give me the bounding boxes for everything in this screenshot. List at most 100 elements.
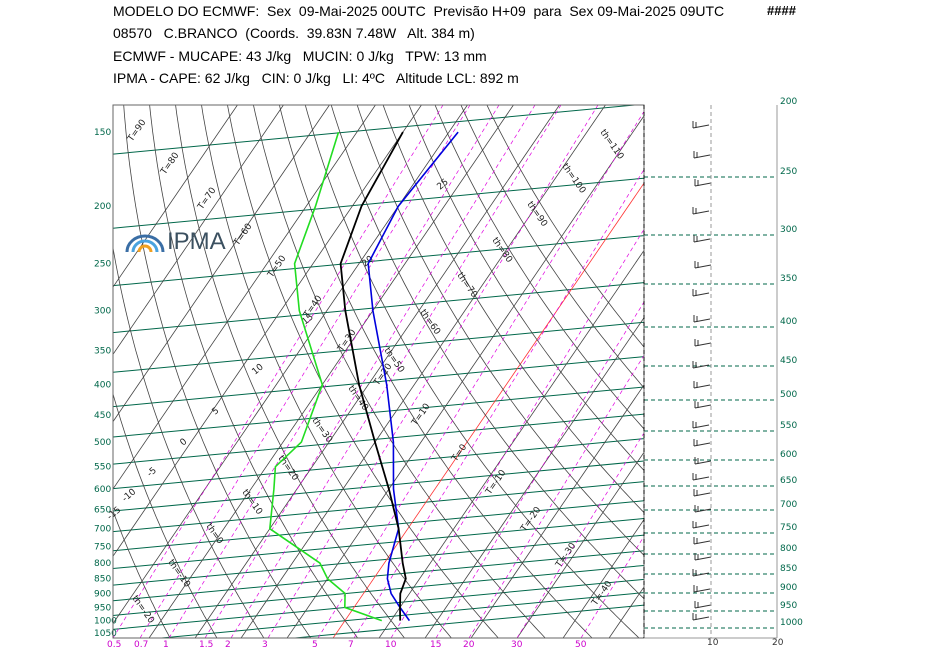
pressure-label-right: 450 — [780, 356, 797, 366]
isotherm-line — [113, 105, 376, 490]
wind-axis-label: 20 — [772, 638, 784, 648]
pressure-label-left: 350 — [94, 346, 111, 356]
isotherm-line — [113, 105, 468, 625]
mixing-ratio-line — [353, 168, 644, 638]
pressure-label-right: 1000 — [780, 618, 803, 628]
pressure-label-left: 450 — [94, 411, 111, 421]
isotherm-label: T=0 — [450, 442, 470, 464]
pressure-label-left: 850 — [94, 575, 111, 585]
pressure-label-left: 700 — [94, 525, 111, 535]
isobar-line — [113, 282, 644, 334]
isotherm-label: T=80 — [159, 151, 182, 178]
status-hashes: #### — [767, 3, 796, 18]
dry-adiabat-line — [123, 105, 312, 638]
pressure-label-right: 850 — [780, 564, 797, 574]
isotherm-label: T=90 — [126, 118, 149, 145]
pressure-label-right: 700 — [780, 500, 797, 510]
wind-barb — [693, 384, 711, 389]
isotherm-label: T=70 — [196, 186, 219, 213]
wind-barb — [694, 556, 712, 561]
isotherm-label: T=60 — [232, 222, 255, 249]
isotherm-line — [194, 105, 560, 638]
dry-adiabat-line — [382, 105, 644, 514]
theta-label: th=70 — [455, 271, 480, 300]
isotherm-line — [562, 518, 644, 638]
isotherm-line — [148, 105, 514, 638]
isobar-line — [113, 105, 641, 155]
parcel-profile — [367, 131, 459, 622]
dry-adiabat-line — [149, 105, 358, 638]
isobar-line — [113, 460, 644, 512]
isotherm-label: T=10 — [410, 402, 433, 429]
pressure-label-left: 600 — [94, 485, 111, 495]
theta-label: th=20 — [276, 454, 301, 483]
pressure-label-left: 200 — [94, 202, 111, 212]
wind-barb — [692, 476, 710, 481]
isobar-line — [113, 500, 644, 552]
isobar-line — [113, 413, 644, 465]
isotherm-line — [424, 317, 644, 638]
dry-adiabat-line — [330, 105, 644, 600]
wind-barb — [694, 182, 712, 187]
ipma-indices: IPMA - CAPE: 62 J/kg CIN: 0 J/kg LI: 4ºC… — [113, 70, 519, 86]
ipma-logo-text: IPMA — [167, 228, 226, 255]
dry-adiabat-line — [113, 392, 218, 638]
moist-adiabat-label: 5 — [211, 406, 222, 417]
pressure-label-right: 350 — [780, 274, 797, 284]
wind-barb — [693, 492, 711, 497]
moist-adiabat-label: -10 — [121, 487, 139, 504]
wind-axis-label: 10 — [707, 638, 719, 648]
dry-adiabat-line — [201, 105, 452, 638]
station-info: 08570 C.BRANCO (Coords. 39.83N 7.48W Alt… — [113, 25, 475, 41]
pressure-label-right: 200 — [780, 97, 797, 107]
temperature-profile — [339, 131, 407, 621]
isotherm-line — [113, 105, 238, 288]
pressure-label-right: 650 — [780, 476, 797, 486]
dry-adiabat-line — [434, 105, 644, 430]
wind-barb — [694, 460, 712, 465]
wind-barb — [693, 154, 711, 159]
pressure-label-left: 900 — [94, 589, 111, 599]
ipma-logo: IPMA — [125, 228, 226, 256]
isotherm-line — [286, 115, 644, 638]
pressure-label-right: 950 — [780, 601, 797, 611]
mixing-ratio-label: 20 — [463, 640, 475, 650]
mixing-ratio-label: 10 — [385, 640, 397, 650]
dewpoint-profile — [268, 131, 383, 622]
dry-adiabat-line — [113, 245, 265, 638]
dry-adiabat-line — [113, 509, 171, 638]
dry-adiabat-line — [253, 105, 546, 638]
wind-barb — [693, 318, 711, 323]
pressure-label-left: 1000 — [94, 617, 117, 627]
isotherm-line — [608, 586, 644, 638]
wind-barb — [694, 264, 712, 269]
pressure-label-left: 1050 — [94, 629, 117, 639]
dry-adiabat-line — [356, 105, 644, 556]
wind-barb — [693, 238, 711, 243]
isotherm-label: T=-20 — [519, 505, 544, 535]
pressure-label-left: 500 — [94, 438, 111, 448]
wind-barb — [694, 604, 712, 609]
wind-barb — [693, 540, 711, 545]
dry-adiabat-line — [227, 105, 499, 638]
pressure-label-left: 300 — [94, 307, 111, 317]
wind-barb — [692, 524, 710, 529]
dry-adiabat-line — [278, 105, 593, 638]
theta-label: th=10 — [240, 488, 265, 517]
isobar-line — [113, 550, 644, 602]
pressure-label-left: 950 — [94, 603, 111, 613]
isobar-line — [113, 235, 644, 287]
pressure-label-left: 650 — [94, 506, 111, 516]
isobar-line — [289, 604, 644, 638]
theta-label: th=90 — [525, 200, 550, 229]
isotherm-line — [113, 105, 284, 356]
theta-label: th=60 — [418, 308, 443, 337]
wind-barb — [694, 342, 712, 347]
mixing-ratio-line — [113, 105, 444, 638]
pressure-label-left: 250 — [94, 260, 111, 270]
isobar-line — [113, 534, 644, 586]
isobar-line — [156, 592, 644, 638]
forecast-title: MODELO DO ECMWF: Sex 09-Mai-2025 00UTC P… — [113, 3, 725, 19]
wind-barb — [694, 404, 712, 409]
moist-adiabat-label: -5 — [146, 466, 159, 479]
